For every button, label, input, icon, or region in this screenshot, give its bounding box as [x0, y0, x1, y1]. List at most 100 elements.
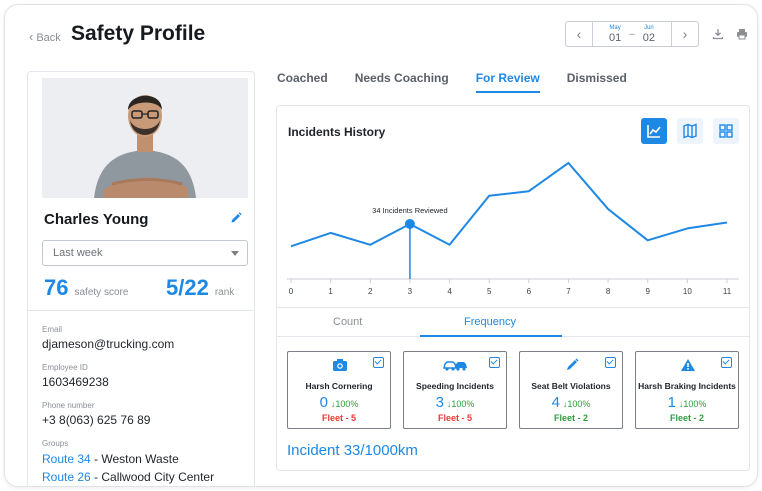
- fleet-count: Fleet - 5: [321, 413, 356, 423]
- map-icon: [683, 123, 697, 139]
- start-date: May 01: [609, 25, 621, 44]
- chevron-left-icon: ‹: [29, 29, 34, 44]
- driver-photo: [42, 78, 248, 198]
- incident-change: ↓100%: [562, 399, 591, 409]
- incident-rate: Incident 33/1000km: [287, 442, 418, 459]
- tab-coached[interactable]: Coached: [277, 71, 328, 85]
- subtab-underline: [420, 335, 562, 337]
- back-link[interactable]: ‹ Back: [29, 29, 61, 44]
- incident-change: ↓100%: [446, 399, 475, 409]
- map-view-button[interactable]: [677, 118, 703, 144]
- date-range-values[interactable]: May 01 – Jun 02: [593, 22, 671, 46]
- incident-change-value: 100%: [683, 399, 707, 409]
- fleet-count: Fleet - 2: [553, 413, 588, 423]
- prev-period-button[interactable]: ‹: [566, 22, 593, 46]
- checkbox[interactable]: [721, 357, 732, 368]
- coaching-tabs: Coached Needs Coaching For Review Dismis…: [277, 71, 654, 93]
- print-icon[interactable]: [735, 27, 749, 41]
- incident-count: 4 ↓100%: [520, 394, 622, 412]
- incident-card[interactable]: Speeding Incidents 3 ↓100% Fleet - 5: [403, 351, 507, 429]
- safety-score-value: 76: [44, 275, 69, 300]
- group-separator: -: [90, 452, 102, 466]
- x-tick-label: 11: [723, 287, 732, 296]
- grid-icon: [719, 124, 733, 138]
- employee-id-info: Employee ID 1603469238: [42, 363, 109, 389]
- driver-profile-card: Charles Young Last week 76 safety score …: [27, 71, 255, 486]
- next-period-button[interactable]: ›: [671, 22, 698, 46]
- rank: 5/22 rank: [166, 275, 234, 301]
- x-tick-label: 10: [683, 287, 692, 296]
- annotation-label: 34 Incidents Reviewed: [372, 206, 447, 215]
- download-icon[interactable]: [711, 27, 725, 41]
- fleet-count: Fleet - 5: [437, 413, 472, 423]
- incidents-history-panel: Incidents History 0 1 2 3 4 5 6 7 8 9 10 11 34 Incid…: [276, 105, 750, 471]
- tab-dismissed[interactable]: Dismissed: [566, 71, 627, 85]
- x-tick-label: 7: [566, 287, 571, 296]
- group-name: Callwood City Center: [101, 470, 215, 484]
- incident-name: Harsh Cornering: [305, 381, 373, 391]
- group-item: Route 26 - Callwood City Center: [42, 470, 214, 484]
- subtab-frequency[interactable]: Frequency: [464, 316, 516, 328]
- incident-count-value: 3: [435, 394, 444, 411]
- back-label: Back: [36, 32, 61, 44]
- checkbox[interactable]: [605, 357, 616, 368]
- line-chart-view-button[interactable]: [641, 118, 667, 144]
- grid-view-button[interactable]: [713, 118, 739, 144]
- annotation-point: [404, 218, 415, 229]
- date-separator: –: [629, 28, 635, 40]
- employee-id-value: 1603469238: [42, 375, 109, 389]
- date-range-picker[interactable]: ‹ May 01 – Jun 02 ›: [565, 21, 699, 47]
- phone-value: +3 8(063) 625 76 89: [42, 413, 151, 427]
- start-day: 01: [608, 31, 622, 44]
- warning-icon: [680, 358, 696, 372]
- edit-icon[interactable]: [230, 212, 242, 227]
- x-tick-label: 5: [487, 287, 492, 296]
- line-chart-icon: [647, 125, 661, 138]
- incident-change: ↓100%: [330, 399, 359, 409]
- incident-name: Speeding Incidents: [416, 381, 494, 391]
- incident-count: 3 ↓100%: [404, 394, 506, 412]
- employee-id-label: Employee ID: [42, 363, 88, 372]
- incident-card[interactable]: Harsh Cornering 0 ↓100% Fleet - 5: [287, 351, 391, 429]
- safety-score-label: safety score: [74, 287, 129, 298]
- x-tick-label: 8: [606, 287, 611, 296]
- x-tick-label: 0: [289, 287, 294, 296]
- period-select-value: Last week: [53, 247, 103, 259]
- pen-icon: [564, 358, 580, 372]
- tab-needs-coaching[interactable]: Needs Coaching: [354, 71, 449, 85]
- group-route-link[interactable]: Route 26: [42, 470, 91, 484]
- x-tick-label: 6: [527, 287, 532, 296]
- incident-card[interactable]: Harsh Braking Incidents 1 ↓100% Fleet - 2: [635, 351, 739, 429]
- email-info: Email djameson@trucking.com: [42, 325, 174, 351]
- car-crash-icon: [442, 358, 468, 372]
- group-name: Weston Waste: [101, 452, 179, 466]
- incident-count: 0 ↓100%: [288, 394, 390, 412]
- incident-count-value: 4: [551, 394, 560, 411]
- incident-count: 1 ↓100%: [636, 394, 738, 412]
- x-tick-label: 3: [408, 287, 413, 296]
- checkbox[interactable]: [373, 357, 384, 368]
- email-value: djameson@trucking.com: [42, 337, 175, 351]
- group-route-link[interactable]: Route 34: [42, 452, 91, 466]
- phone-label: Phone number: [42, 401, 95, 410]
- email-label: Email: [42, 325, 63, 334]
- incident-change-value: 100%: [335, 399, 359, 409]
- tab-for-review[interactable]: For Review: [475, 71, 540, 93]
- incident-name: Harsh Braking Incidents: [638, 381, 736, 391]
- start-month: May: [609, 24, 621, 31]
- x-tick-label: 9: [646, 287, 651, 296]
- period-select[interactable]: Last week: [42, 240, 248, 266]
- group-item: Route 34 - Weston Waste: [42, 452, 214, 466]
- incidents-line-chart: 0 1 2 3 4 5 6 7 8 9 10 11 34 Incidents Reviewed: [287, 161, 739, 296]
- subtab-count[interactable]: Count: [333, 316, 363, 328]
- camera-icon: [332, 358, 348, 372]
- incident-count-value: 0: [319, 394, 328, 411]
- metric-subtabs: Count Frequency: [277, 307, 749, 337]
- divider: [28, 310, 254, 311]
- incidents-history-title: Incidents History: [288, 125, 386, 139]
- x-tick-label: 4: [447, 287, 452, 296]
- incident-card[interactable]: Seat Belt Violations 4 ↓100% Fleet - 2: [519, 351, 623, 429]
- incident-change: ↓100%: [678, 399, 707, 409]
- checkbox[interactable]: [489, 357, 500, 368]
- series-line: [290, 161, 728, 248]
